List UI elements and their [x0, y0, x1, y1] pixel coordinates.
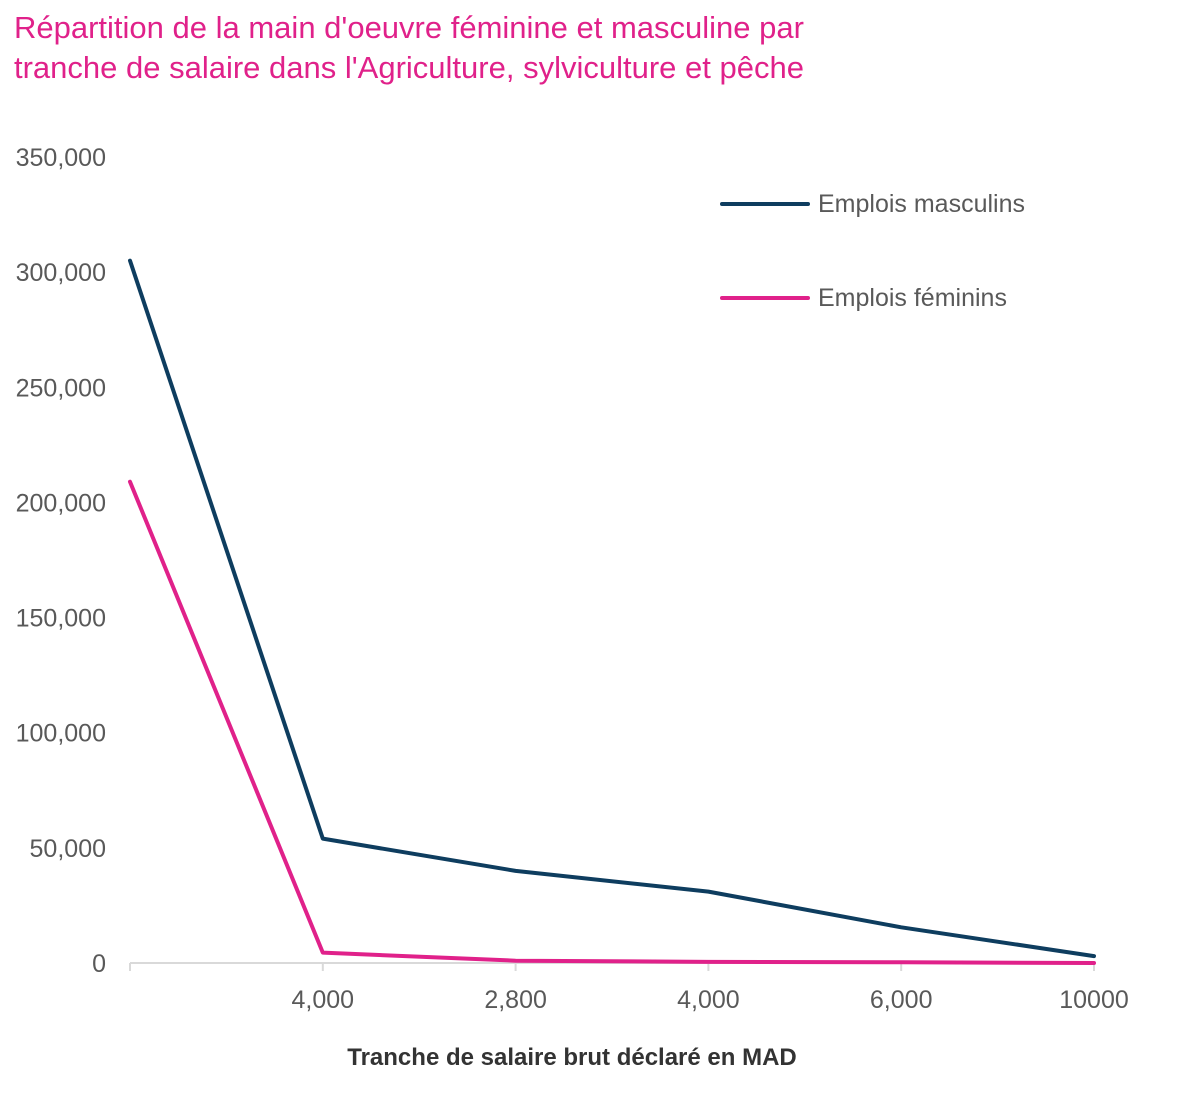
- x-tick-label: 10000: [1059, 986, 1129, 1014]
- x-axis: 4,000 2,800 4,000 6,000 10000: [129, 962, 1129, 1014]
- y-tick-label: 50,000: [30, 835, 106, 863]
- y-tick-label: 300,000: [16, 259, 106, 287]
- x-tick-label: 4,000: [292, 986, 355, 1014]
- series-line-1: [128, 479, 1096, 965]
- y-tick-label: 0: [92, 950, 106, 978]
- x-tick-label: 6,000: [870, 986, 933, 1014]
- legend-label: Emplois masculins: [818, 190, 1025, 218]
- chart-title-line-2: tranche de salaire dans l'Agriculture, s…: [14, 50, 804, 85]
- y-tick-label: 200,000: [16, 489, 106, 517]
- y-axis-ticks: 0 50,000 100,000 150,000 200,000 250,000 300,0…: [16, 144, 106, 978]
- x-tick-label: 2,800: [484, 986, 547, 1014]
- legend: Emplois masculins Emplois féminins: [720, 190, 1025, 312]
- series-line-0: [128, 258, 1096, 959]
- y-tick-label: 350,000: [16, 144, 106, 172]
- y-tick-label: 100,000: [16, 720, 106, 748]
- chart-title: Répartition de la main d'oeuvre féminine…: [14, 8, 1164, 88]
- chart-title-line-1: Répartition de la main d'oeuvre féminine…: [14, 10, 804, 45]
- y-tick-label: 150,000: [16, 605, 106, 633]
- y-tick-label: 250,000: [16, 374, 106, 402]
- x-axis-label: Tranche de salaire brut déclaré en MAD: [347, 1044, 797, 1071]
- legend-label: Emplois féminins: [818, 284, 1007, 312]
- series-lines: [128, 258, 1096, 965]
- x-tick-label: 4,000: [677, 986, 740, 1014]
